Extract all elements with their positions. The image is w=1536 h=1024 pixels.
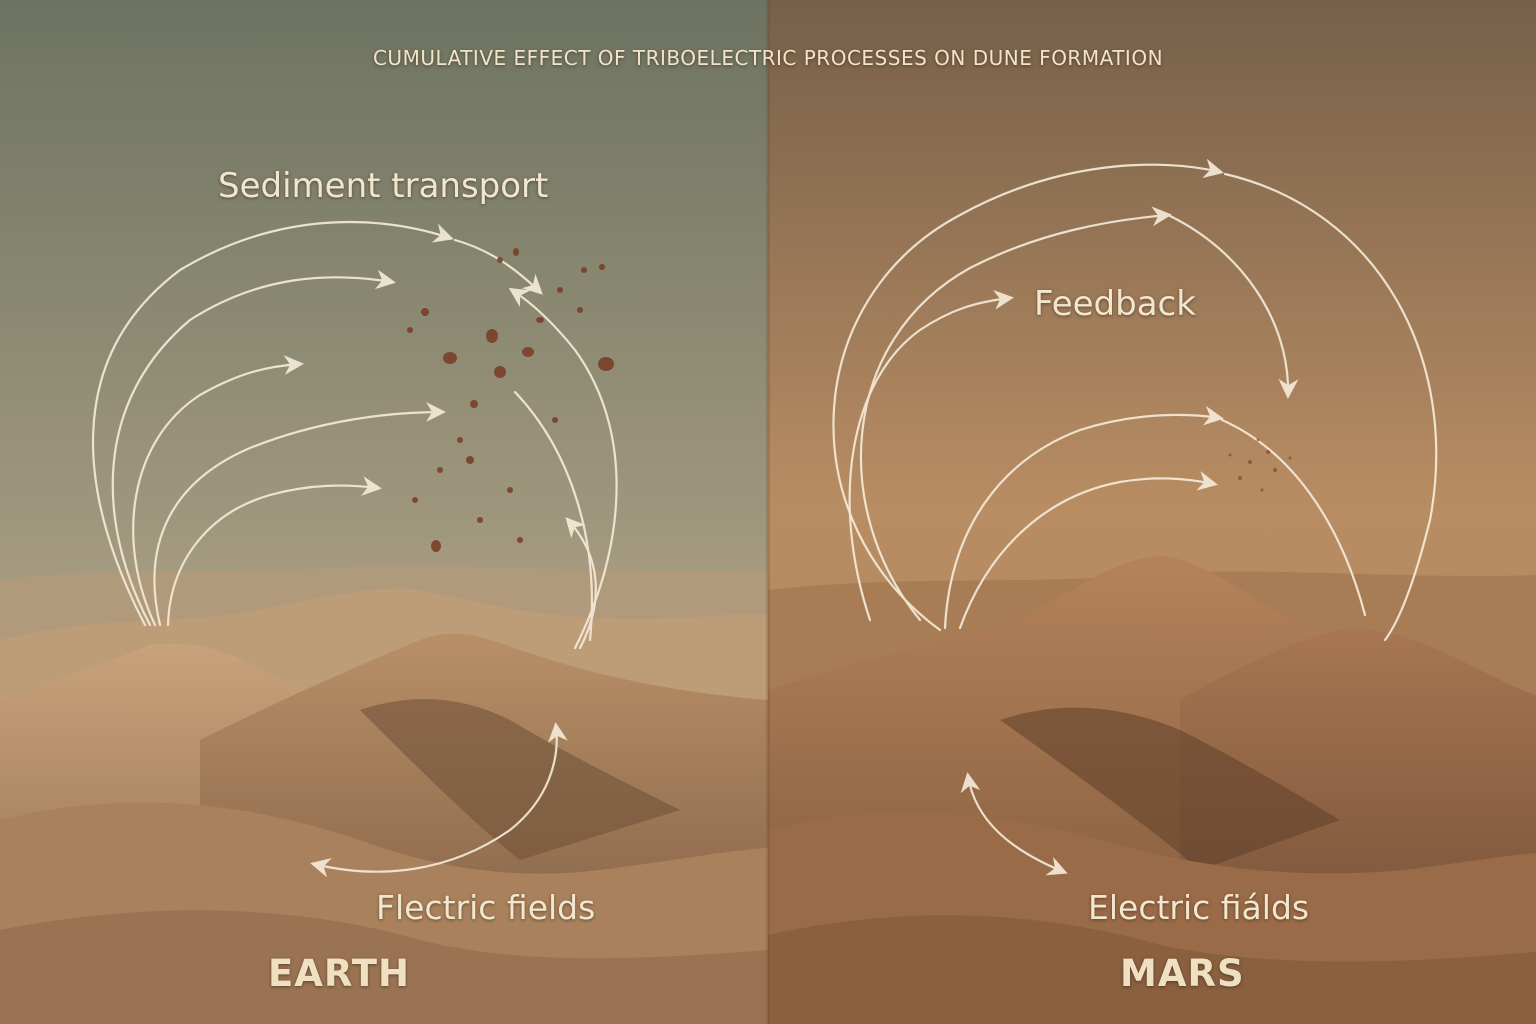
earth-electric-fields-label: Flectric fields [376,888,596,927]
mars-panel-label: MARS [1120,952,1245,995]
mars-arrow-loop-1-return [1223,172,1438,642]
mars-arrow-loop-1 [832,158,1224,632]
mars-arrow-loop-4 [958,471,1218,630]
earth-arrow-sediment-2 [111,269,396,627]
diagram-title: CUMULATIVE EFFECT OF TRIBOELECTRIC PROCE… [372,46,1164,70]
mars-feedback-label: Feedback [1034,284,1196,324]
mars-dune-shadow [1000,707,1340,870]
earth-sediment-transport-label: Sediment transport [218,166,549,206]
earth-arrow-return-2 [565,517,597,650]
earth-arrow-sediment-5 [166,476,382,627]
mars-arrow-loop-2 [860,206,1172,622]
mars-electric-fields-label: Electric fiálds [1088,888,1310,927]
earth-arrow-return-3 [513,390,593,642]
earth-panel-label: EARTH [268,952,410,995]
earth-dune-foreground [0,910,768,1024]
earth-arrow-return-1 [508,287,618,650]
mars-dune-foreground [768,915,1536,1024]
mars-arrow-loop-3-return [1220,418,1367,617]
panel-divider [766,0,770,1024]
earth-arrow-sediment-1 [91,220,454,627]
mars-sediment-particles [1228,438,1292,492]
earth-arrow-electric [310,722,568,878]
mars-arrow-feedback [848,289,1014,622]
earth-arrow-sediment-3 [132,355,304,627]
mars-arrow-electric [960,772,1068,876]
mars-arrow-loop-3 [943,405,1224,630]
mars-arrow-loop-2-return [1168,214,1299,399]
earth-arrow-sediment-4 [153,402,446,627]
earth-sediment-particles [407,248,614,552]
